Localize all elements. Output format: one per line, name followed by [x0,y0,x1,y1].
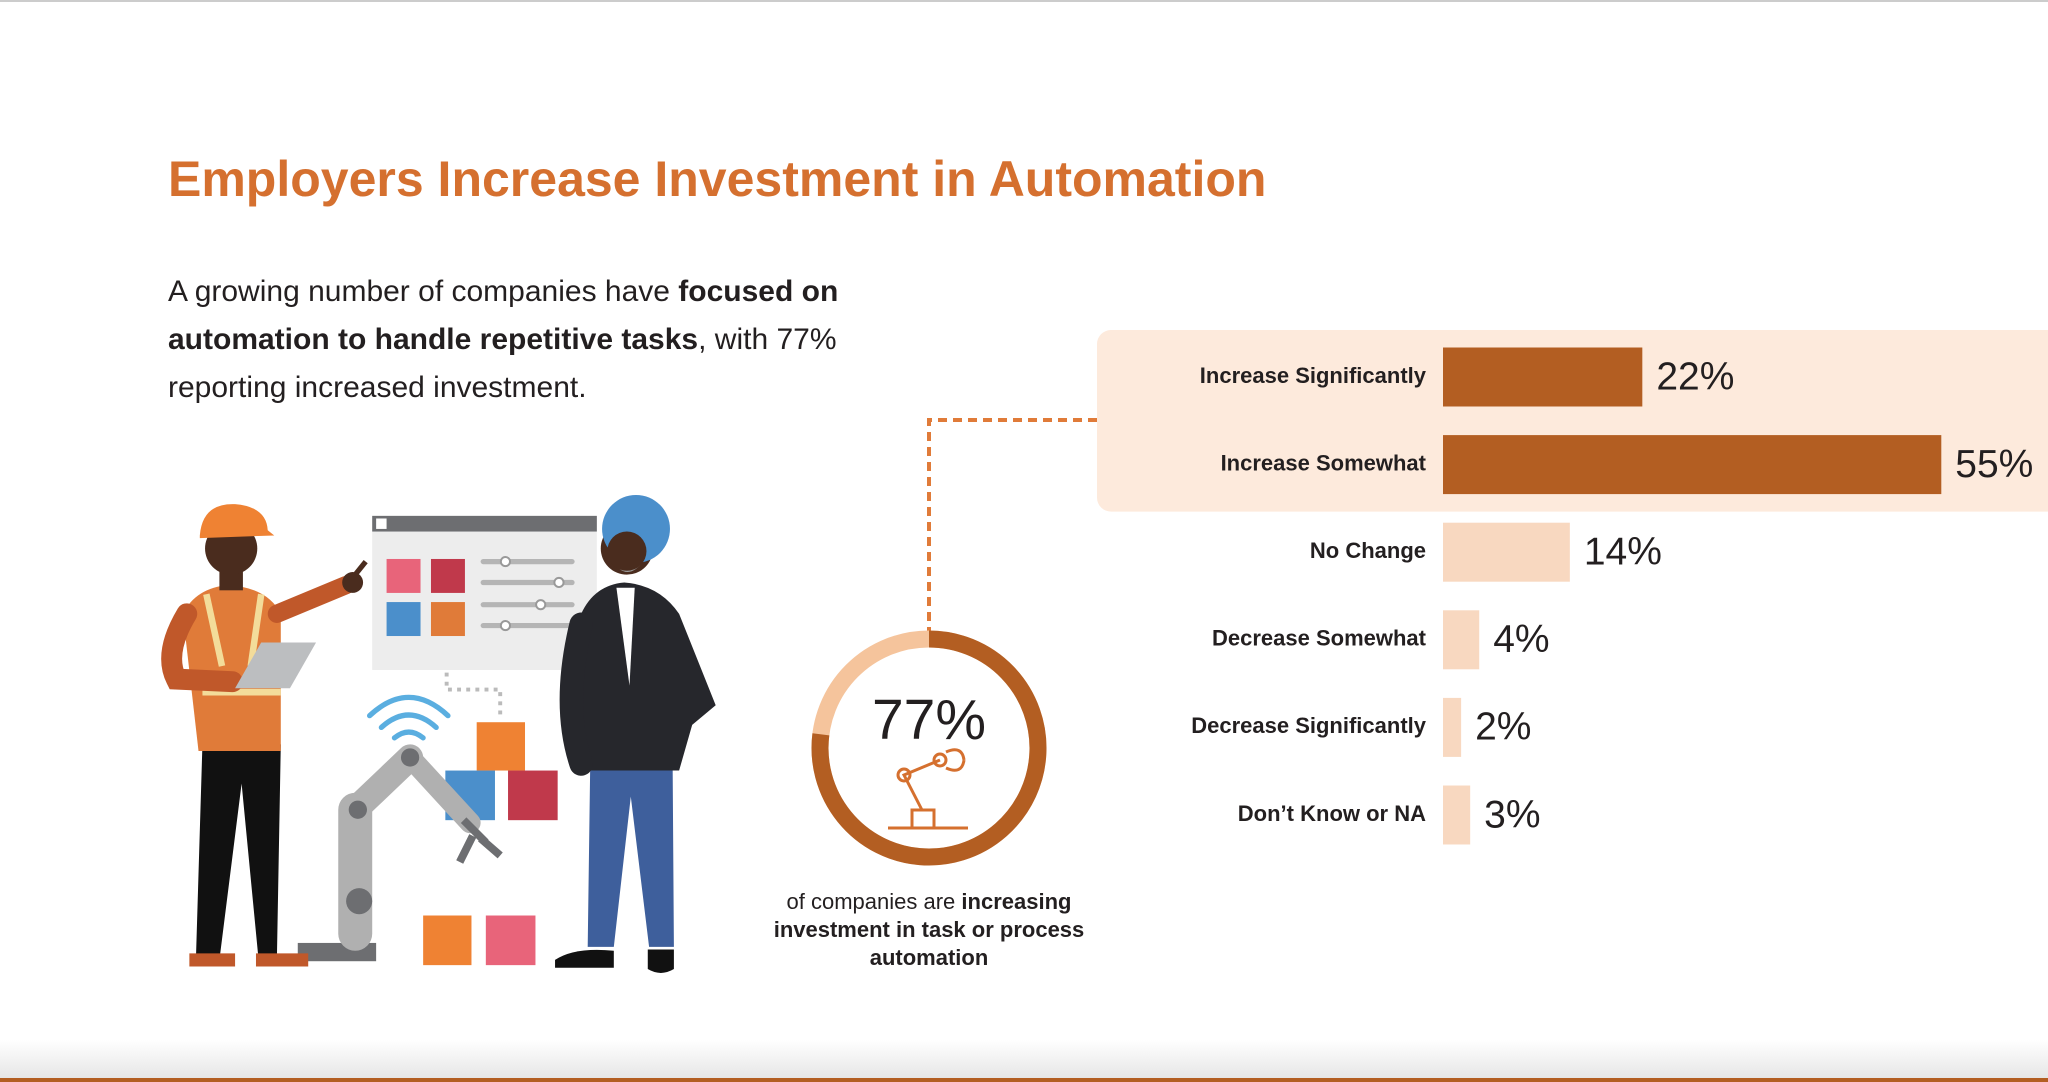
illustration-shape [616,587,635,686]
illustration-shape [346,888,373,915]
illustration-shape [399,747,481,834]
illustration-shape [372,515,597,532]
illustration-shape [456,817,503,864]
bottom-border [0,1078,2048,1082]
illustration-shape [607,531,647,571]
illustration-shape [499,556,511,568]
illustration-shape [386,558,421,593]
bar [1443,347,1643,407]
bar [1443,610,1480,670]
intro-emphasis: focused on automation to handle repetiti… [168,275,839,356]
category-label: Decrease Significantly [1191,713,1427,738]
illustration-shape [235,642,317,689]
illustration-shape [400,748,420,767]
bar [1443,522,1570,582]
category-label: Increase Somewhat [1221,450,1427,475]
value-label: 55% [1955,443,2033,486]
intro-part: A growing number of companies have [168,275,679,308]
illustration-shape [366,694,451,741]
illustration-shape [378,712,439,731]
illustration-shape [386,602,421,637]
illustration-shape [366,694,451,719]
intro-text: A growing number of companies have focus… [168,268,898,412]
category-label: Don’t Know or NA [1238,801,1426,826]
bar [1443,435,1942,495]
value-label: 14% [1584,530,1662,573]
illustration-shape [647,949,674,973]
illustration-shape [161,603,243,693]
caption-emphasis: increasing investment in task or process… [773,889,1085,970]
illustration-shape [342,572,364,593]
category-label: Increase Significantly [1200,363,1427,388]
illustration-shape [199,504,275,539]
illustration-shape [553,576,565,589]
intro-part: , with 77% reporting increased investmen… [168,323,837,404]
bar [1443,697,1462,757]
illustration-shape [896,767,912,783]
connector [927,418,1097,633]
illustration-shape [476,722,526,771]
category-label: Decrease Somewhat [1212,626,1427,651]
caption-part: of companies are [786,889,962,914]
illustration-shape [444,672,503,716]
illustration-shape [423,915,472,966]
illustration-shape [391,729,426,741]
bottom-shade [0,1040,2048,1078]
donut-caption: of companies are increasing investment i… [769,888,1089,972]
illustration-shape [499,620,511,632]
illustration-shape [348,800,367,819]
title: Employers Increase Investment in Automat… [168,151,1267,207]
illustration-shape [267,575,356,623]
bar [1443,785,1471,845]
value-label: 3% [1484,793,1540,836]
illustration-shape [901,758,941,811]
illustration-shape [430,602,465,637]
illustration-shape [195,744,281,960]
illustration-shape [535,599,547,611]
robot-icon [888,748,968,830]
illustration-shape [353,559,368,577]
illustration-shape [342,744,424,823]
illustration-shape [202,593,281,696]
value-label: 4% [1493,618,1549,661]
illustration-shape [555,949,614,968]
illustration-shape [587,757,674,947]
illustration-shape [577,582,716,771]
illustration-shape [376,518,387,529]
value-label: 22% [1656,355,1734,398]
illustration-shape [508,770,558,821]
illustration-shape [430,558,465,593]
illustration-shape [499,556,565,632]
illustration-shape [932,752,948,768]
illustration-shape [559,612,593,776]
value-label: 2% [1475,706,1531,749]
illustration-shape [189,953,309,967]
donut-arc [811,630,1047,866]
illustration [161,494,716,973]
category-label: No Change [1310,538,1426,563]
illustration-shape [910,808,936,828]
illustration-shape [485,915,536,966]
illustration-shape [945,748,966,772]
donut-value-label: 77% [872,688,986,752]
